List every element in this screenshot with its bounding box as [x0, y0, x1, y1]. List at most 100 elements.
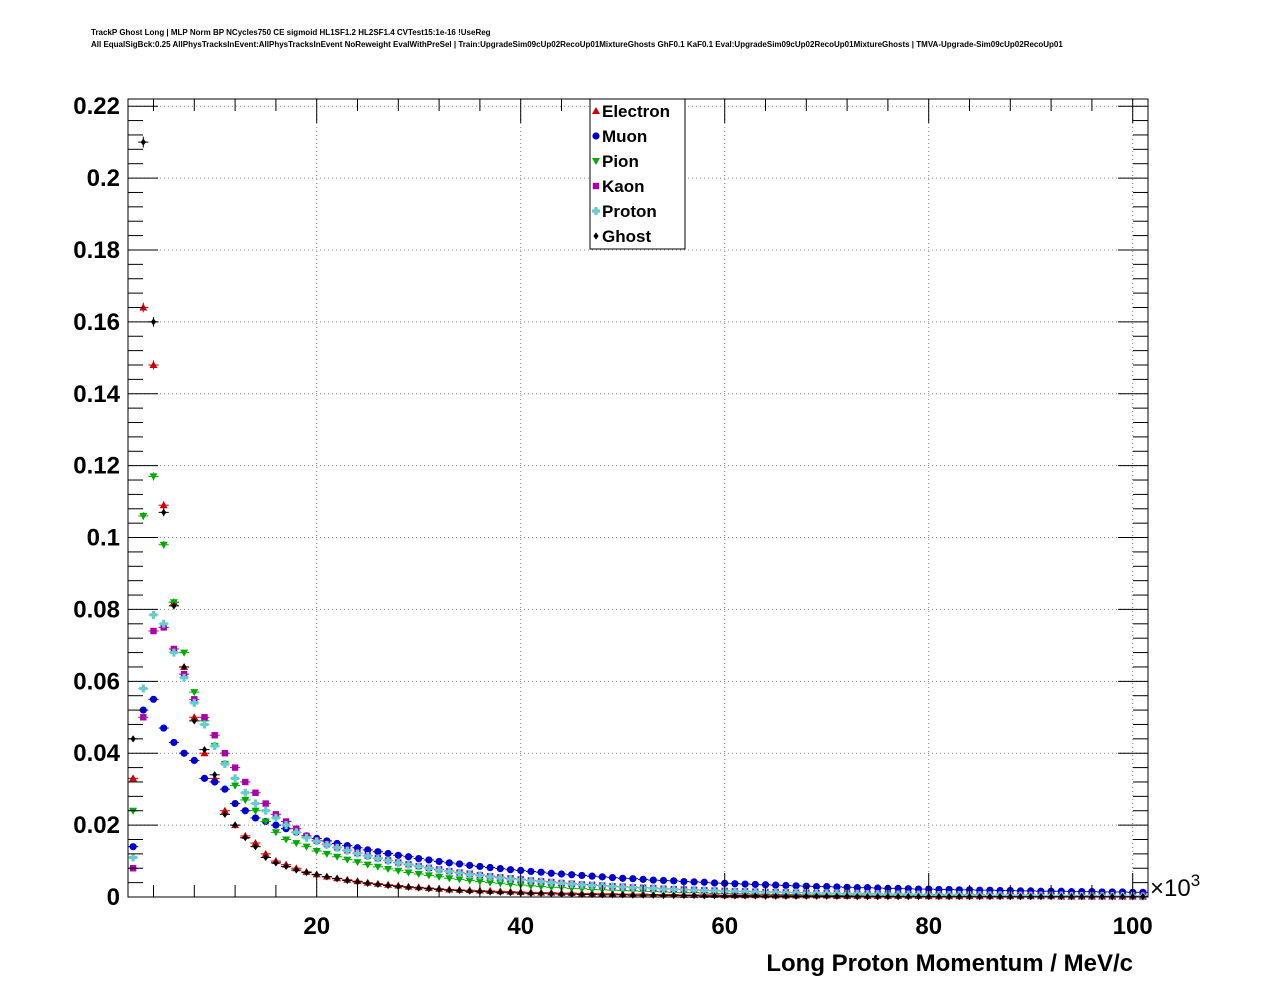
data-point — [537, 877, 546, 886]
data-point — [273, 859, 279, 867]
data-point — [476, 862, 484, 871]
data-point — [200, 720, 209, 729]
data-point — [486, 879, 495, 887]
data-point — [180, 749, 188, 757]
data-point — [874, 884, 882, 892]
data-point — [792, 882, 800, 890]
series-proton — [128, 610, 1148, 901]
data-point — [690, 886, 699, 895]
data-point — [353, 849, 362, 858]
data-point — [445, 859, 453, 867]
data-point — [639, 875, 647, 883]
data-point — [424, 864, 433, 873]
data-point — [649, 876, 657, 884]
legend-label: Kaon — [602, 177, 645, 196]
data-point — [691, 891, 697, 900]
data-point — [701, 892, 707, 900]
data-point — [201, 746, 208, 754]
data-point — [935, 885, 943, 894]
data-point — [293, 866, 299, 874]
data-point — [761, 881, 770, 889]
axes-layer: 20 40 60 80 100 0 0.02 0.04 0.06 0.08 0.1 0.12 0.14 0… — [73, 93, 1152, 940]
data-point — [404, 869, 413, 877]
legend-marker — [592, 207, 601, 215]
data-point — [527, 867, 535, 876]
data-point — [271, 829, 280, 837]
data-point — [506, 881, 515, 889]
data-point — [161, 508, 167, 516]
legend-label: Pion — [602, 152, 639, 171]
marks-layer — [128, 136, 1148, 901]
y-tick-label: 0.1 — [87, 525, 120, 552]
data-point — [424, 872, 433, 880]
data-point — [292, 828, 301, 837]
data-point — [467, 887, 473, 895]
legend-label: Electron — [602, 102, 670, 121]
y-tick-label: 0.12 — [73, 453, 120, 480]
data-point — [557, 870, 566, 878]
data-point — [261, 849, 270, 857]
data-point — [394, 867, 403, 875]
x-axis-title: Long Proton Momentum / MeV/c — [766, 950, 1133, 977]
data-point — [212, 771, 218, 779]
data-point — [251, 839, 260, 847]
data-point — [741, 880, 749, 888]
data-point — [710, 886, 719, 895]
data-point — [415, 854, 423, 863]
data-point — [232, 821, 238, 829]
data-point — [159, 619, 168, 628]
data-point — [700, 878, 708, 886]
data-point — [670, 877, 678, 885]
data-point — [537, 883, 546, 891]
data-point — [149, 473, 158, 481]
data-point — [159, 541, 168, 549]
data-point — [171, 602, 177, 610]
data-point — [252, 843, 259, 851]
data-point — [771, 888, 780, 897]
series-muon — [128, 695, 1148, 896]
data-point — [414, 870, 423, 878]
data-point — [283, 862, 289, 871]
data-point — [547, 869, 555, 877]
data-point — [569, 890, 575, 898]
data-point — [526, 876, 535, 885]
legend-box — [589, 98, 686, 250]
data-point — [384, 856, 393, 865]
legend-entry-ghost: Ghost — [593, 227, 651, 246]
legend-entry-pion: Pion — [592, 152, 639, 171]
data-point — [334, 875, 340, 883]
data-point — [567, 885, 576, 893]
data-point — [579, 890, 585, 899]
data-point — [322, 840, 331, 849]
data-point — [649, 884, 658, 893]
data-point — [241, 796, 250, 804]
data-point — [659, 876, 668, 885]
header-line-2: All EqualSigBck:0.25 AllPhysTracksInEven… — [91, 40, 1063, 49]
data-point — [955, 886, 963, 894]
data-point — [373, 863, 382, 871]
x-tick-label: 100 — [1113, 913, 1153, 940]
data-point — [201, 714, 208, 721]
data-point — [730, 887, 739, 896]
data-point — [190, 698, 199, 707]
data-point — [414, 862, 423, 871]
y-tick-label: 0.22 — [73, 93, 120, 120]
data-point — [548, 890, 554, 898]
data-point — [426, 885, 432, 893]
data-point — [384, 865, 393, 873]
y-tick-label: 0.18 — [73, 237, 120, 264]
data-point — [598, 873, 606, 881]
data-point — [496, 873, 505, 882]
data-point — [322, 850, 331, 858]
y-tick-label: 0.02 — [73, 812, 120, 839]
y-tick-label: 0.16 — [73, 309, 120, 336]
data-point — [732, 892, 738, 900]
data-point — [282, 836, 291, 844]
data-point — [139, 512, 148, 520]
data-point — [385, 881, 391, 890]
series-electron — [128, 302, 1148, 900]
data-point — [475, 878, 484, 886]
data-point — [863, 884, 872, 892]
data-point — [588, 872, 596, 880]
